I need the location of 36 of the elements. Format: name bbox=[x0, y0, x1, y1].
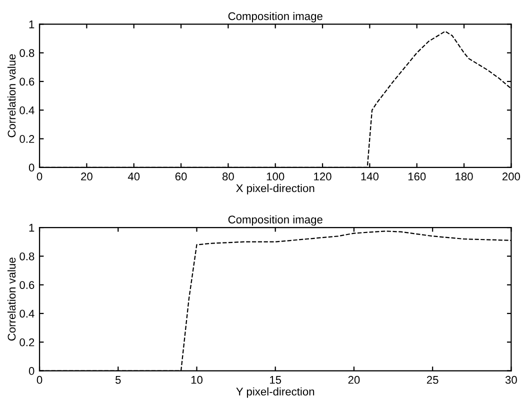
y-tick-label: 0.4 bbox=[20, 310, 34, 318]
x-axis-title: Y pixel-direction bbox=[236, 387, 314, 398]
y-tick-label: 0.8 bbox=[20, 252, 34, 260]
x-tick-label: 120 bbox=[314, 172, 332, 180]
x-tick-label: 140 bbox=[361, 172, 379, 180]
y-tick-label: 0.4 bbox=[20, 106, 34, 114]
x-tick-label: 0 bbox=[36, 172, 42, 180]
x-tick-label: 180 bbox=[456, 172, 473, 180]
x-tick-label: 160 bbox=[408, 172, 426, 180]
y-tick-label: 0.2 bbox=[20, 135, 34, 143]
x-tick-label: 30 bbox=[505, 376, 517, 384]
x-axis-title: X pixel-direction bbox=[236, 184, 314, 194]
x-tick-label: 60 bbox=[175, 172, 187, 180]
x-tick-label: 10 bbox=[191, 376, 202, 384]
y-tick-label: 0.8 bbox=[20, 49, 34, 57]
x-tick-label: 100 bbox=[266, 172, 284, 180]
y-tick-label: 0.6 bbox=[20, 281, 34, 289]
y-tick-label: 0.6 bbox=[20, 78, 34, 86]
y-tick-label: 0 bbox=[28, 367, 34, 375]
x-tick-label: 0 bbox=[36, 376, 42, 384]
y-axis-title: Correlation value bbox=[7, 54, 16, 138]
y-tick-label: 1 bbox=[29, 224, 34, 232]
x-tick-label: 80 bbox=[222, 172, 234, 180]
y-axis-title: Correlation value bbox=[7, 258, 16, 341]
x-tick-label: 40 bbox=[128, 172, 140, 180]
y-tick-label: 1 bbox=[29, 20, 34, 28]
chart-title: Composition image bbox=[228, 215, 322, 226]
chart-title: Composition image bbox=[228, 12, 322, 22]
y-tick-label: 0 bbox=[28, 164, 34, 172]
x-tick-label: 15 bbox=[270, 376, 282, 384]
x-tick-label: 25 bbox=[426, 376, 438, 384]
x-tick-label: 200 bbox=[502, 172, 520, 180]
y-tick-label: 0.2 bbox=[20, 338, 34, 346]
x-tick-label: 5 bbox=[115, 376, 121, 384]
x-tick-label: 20 bbox=[81, 172, 92, 180]
x-tick-label: 20 bbox=[348, 376, 360, 384]
